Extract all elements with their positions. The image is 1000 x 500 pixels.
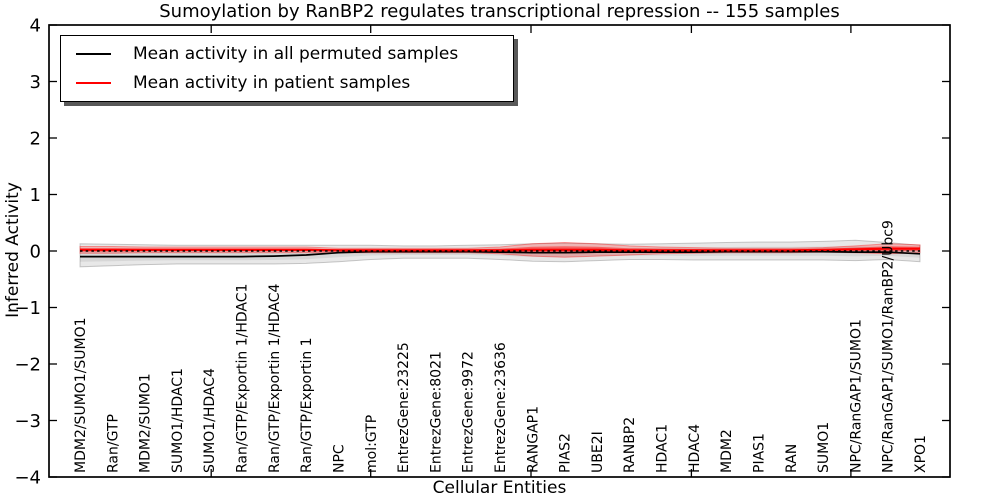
y-tick-label: −1 — [14, 298, 41, 319]
y-tick-label: 3 — [30, 72, 41, 93]
entity-label: Ran/GTP — [105, 414, 121, 473]
legend: Mean activity in all permuted samples Me… — [60, 35, 514, 102]
entity-label: NPC/RanGAP1/SUMO1/RanBP2/Ubc9 — [881, 220, 897, 473]
entity-label: Ran/GTP/Exportin 1/HDAC4 — [267, 284, 283, 473]
permuted-line-swatch — [76, 52, 111, 55]
entity-label: EntrezGene:23225 — [396, 342, 412, 473]
series-0-band-outer — [79, 239, 921, 268]
patient-mean-line — [80, 247, 920, 252]
legend-item-permuted: Mean activity in all permuted samples — [61, 39, 513, 68]
patient-line-swatch — [76, 81, 111, 84]
entity-label: NPC/RanGAP1/SUMO1 — [848, 319, 864, 473]
entity-label: PIAS1 — [752, 433, 768, 473]
entity-label: EntrezGene:9972 — [461, 351, 477, 473]
entity-label: SUMO1 — [816, 422, 832, 473]
legend-label-patient: Mean activity in patient samples — [133, 72, 411, 93]
chart-title: Sumoylation by RanBP2 regulates transcri… — [159, 1, 840, 22]
y-tick-label: 4 — [30, 16, 41, 37]
entity-label: MDM2 — [719, 429, 735, 473]
entity-label: UBE2I — [590, 431, 606, 473]
y-tick-label: 2 — [30, 129, 41, 150]
entity-label: MDM2/SUMO1/SUMO1 — [73, 317, 89, 473]
entity-label: RANBP2 — [622, 417, 638, 473]
entity-label: MDM2/SUMO1 — [138, 373, 154, 473]
entity-label: XPO1 — [913, 435, 929, 473]
entity-label: PIAS2 — [558, 433, 574, 473]
entity-label: SUMO1/HDAC4 — [202, 368, 218, 473]
entity-label: RANGAP1 — [525, 406, 541, 473]
y-tick-label: −2 — [14, 355, 41, 376]
y-tick-label: −4 — [14, 468, 41, 489]
legend-item-patient: Mean activity in patient samples — [61, 68, 513, 97]
y-tick-label: 1 — [30, 185, 41, 206]
entity-label: HDAC1 — [655, 424, 671, 473]
entity-label: EntrezGene:23636 — [493, 342, 509, 473]
permuted-mean-line — [80, 250, 921, 258]
legend-label-permuted: Mean activity in all permuted samples — [133, 43, 459, 64]
entity-label: NPC — [332, 444, 348, 473]
y-tick-label: −3 — [14, 411, 41, 432]
entity-label: HDAC4 — [687, 424, 703, 473]
entity-label: EntrezGene:8021 — [428, 351, 444, 473]
entity-label: SUMO1/HDAC1 — [170, 368, 186, 473]
y-tick-label: 0 — [30, 242, 41, 263]
entity-label: Ran/GTP/Exportin 1/HDAC1 — [235, 284, 251, 473]
y-axis-label: Inferred Activity — [3, 182, 23, 318]
entity-label: RAN — [784, 444, 800, 473]
plot-border — [48, 24, 951, 478]
entity-label: Ran/GTP/Exportin 1 — [299, 337, 315, 473]
entity-label: mol:GTP — [364, 415, 380, 473]
x-axis-label: Cellular Entities — [432, 478, 567, 498]
